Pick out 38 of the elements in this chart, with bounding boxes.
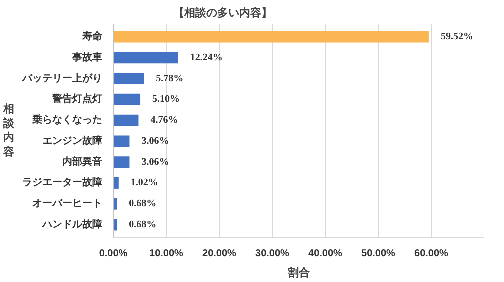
data-label: 59.52%: [440, 32, 474, 43]
y-tick-label: エンジン故障: [42, 134, 102, 147]
data-label: 4.76%: [150, 115, 178, 126]
bar: [114, 52, 178, 64]
y-tick-label: ハンドル故障: [42, 218, 102, 230]
y-tick-label: 乗らなくなった: [32, 114, 102, 126]
y-tick-label: 警告灯点灯: [52, 93, 102, 106]
y-tick-label: バッテリー上がり: [22, 72, 102, 84]
bar: [114, 114, 139, 126]
x-tick-label: 10.00%: [150, 248, 184, 260]
data-label: 5.10%: [152, 94, 180, 106]
y-axis-title: 相談内容: [2, 102, 16, 159]
y-tick-label: 事故車: [72, 51, 102, 64]
x-axis-title: 割合: [287, 266, 311, 280]
data-label: 12.24%: [190, 52, 223, 64]
y-tick-label: 内部異音: [62, 156, 102, 168]
y-tick-label: オーバーヒート: [32, 198, 102, 210]
x-tick-label: 0.00%: [99, 248, 128, 260]
x-tick-label: 30.00%: [256, 248, 290, 260]
bar: [114, 136, 130, 148]
bar: [114, 156, 130, 168]
chart-title: 【相談の多い内容】: [174, 6, 272, 20]
bar: [114, 94, 141, 106]
y-tick-label: ラジエーター故障: [22, 176, 102, 189]
x-tick-label: 60.00%: [414, 248, 449, 260]
data-label: 0.68%: [129, 198, 157, 210]
bar: [114, 177, 119, 189]
bar: [114, 31, 429, 43]
data-label: 5.78%: [156, 73, 184, 84]
x-tick-label: 20.00%: [202, 248, 237, 260]
data-label: 3.06%: [142, 156, 170, 168]
data-label: 3.06%: [142, 136, 170, 147]
x-tick-label: 50.00%: [362, 248, 396, 260]
x-tick-label: 40.00%: [308, 248, 343, 260]
bar: [114, 73, 144, 85]
data-label: 1.02%: [130, 178, 158, 189]
y-tick-label: 寿命: [82, 30, 104, 43]
data-label: 0.68%: [129, 219, 157, 230]
